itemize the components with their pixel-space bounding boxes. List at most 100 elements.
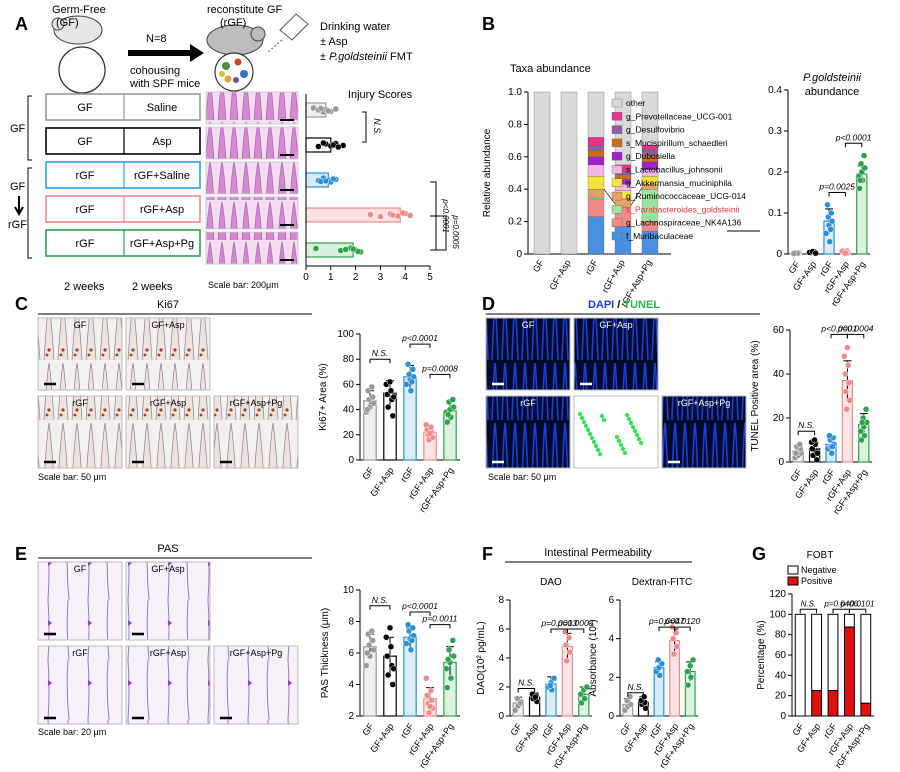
tunel-point: [842, 388, 850, 395]
pas-tick-label: 2: [348, 711, 354, 722]
ki67-point: [368, 383, 376, 391]
pgold-point: [857, 160, 865, 168]
pas-tick-label: 10: [343, 585, 355, 596]
pas-p2-annotation: p=0.0011: [421, 614, 457, 624]
treatment-row-box: [45, 93, 201, 121]
injury-point: [342, 246, 349, 253]
pgold-point: [860, 152, 868, 159]
pgold-point: [812, 249, 819, 257]
tunel-positive-cell: [614, 434, 620, 440]
fobt-bar-negative: [860, 613, 872, 704]
tunel-positive-cell: [593, 443, 599, 449]
tunel-positive-cell: [589, 435, 595, 441]
fobt-bar-positive: [827, 690, 839, 717]
pas-point: [370, 646, 377, 654]
panel-a: A Germ-Free (GF) N=8 cohousing with SPF …: [8, 4, 460, 293]
ki67-ylabel: Ki67+ Area (%): [318, 363, 329, 431]
pas-point: [444, 656, 452, 663]
ki67-ns-annotation: N.S.: [372, 348, 389, 358]
pgold-point: [827, 226, 834, 233]
micrograph-label: rGF+Asp: [150, 648, 186, 658]
tunel-positive-cell: [583, 423, 589, 429]
taxa-segment: [587, 137, 605, 146]
pas-point: [423, 692, 431, 699]
ki67-point: [450, 403, 457, 411]
fobt-tick-label: 60: [775, 650, 787, 661]
ki67-point: [390, 393, 397, 401]
pas-point: [423, 674, 430, 682]
scale-bar-label-a: Scale bar: 200μm: [208, 280, 279, 290]
dextran-point: [670, 650, 678, 658]
panel-label-e: E: [15, 544, 27, 564]
pas-point: [450, 652, 457, 660]
ki67-tick-label: 100: [337, 329, 354, 340]
rgf-bracket: [27, 167, 32, 259]
dao-point: [562, 641, 570, 649]
tunel-positive-cell: [620, 446, 626, 452]
pas-point: [387, 643, 395, 650]
dextran-point: [686, 662, 694, 669]
dao-point: [546, 682, 554, 689]
pas-p1-bracket: [409, 611, 431, 617]
treatment-row-right: rGF+Asp: [140, 204, 184, 216]
ki67-category-label: rGF: [399, 465, 416, 484]
tunel-point: [841, 370, 849, 378]
micrograph: [125, 645, 211, 725]
taxa-legend-label: g_Prevotellaceae_UCG-001: [626, 111, 733, 121]
micrograph-label: rGF+Asp+Pg: [678, 398, 731, 408]
tunel-point: [829, 443, 836, 450]
taxa-legend-label: g_Desulfovibrio: [626, 125, 685, 135]
fobt-tick-label: 40: [775, 670, 787, 681]
tunel-positive-cell: [577, 411, 583, 417]
dao-tick-label: 6: [498, 624, 504, 635]
tunel-point: [844, 361, 852, 369]
treatment-row-box: [45, 161, 201, 189]
panel-label-g: G: [752, 544, 766, 564]
micrograph-label: GF: [74, 564, 87, 574]
tunel-positive-cell: [630, 424, 636, 430]
pas-point: [369, 637, 377, 644]
dao-point: [583, 683, 591, 691]
taxa-segment: [587, 197, 605, 200]
tunel-point: [846, 397, 853, 404]
micrograph-label: rGF+Asp+Pg: [230, 648, 283, 658]
pgold-point: [856, 185, 863, 192]
fobt-tick-label: 120: [769, 589, 786, 600]
fobt-bar-negative: [843, 613, 855, 628]
tunel-ns-bracket: [797, 430, 816, 436]
tunel-point: [862, 405, 870, 413]
treatment-row-box: [45, 229, 201, 257]
injury-tick-label: 5: [427, 272, 433, 283]
injury-bracket-2: [430, 215, 447, 251]
dextran-point: [687, 674, 695, 681]
taxa-segment: [587, 176, 605, 190]
pas-point: [384, 671, 392, 679]
dao-tick-label: 2: [498, 682, 504, 693]
dao-point: [550, 675, 558, 682]
taxa-legend-swatch: [611, 178, 623, 188]
pas-point: [449, 637, 457, 644]
tunel-images: GF GF+Asp rGF rGF+Asp rGF+Asp+Pg: [485, 317, 747, 469]
dextran-point: [684, 668, 691, 675]
injury-tick-label: 0: [303, 272, 309, 283]
he-image: [205, 196, 299, 230]
ki67-p1-annotation: p<0.0001: [401, 333, 438, 343]
micrograph-label: rGF+Asp+Pg: [230, 398, 283, 408]
germ-free-mouse-icon: [51, 15, 106, 94]
dao-p2-bracket: [566, 628, 585, 633]
tunel-point: [858, 436, 865, 444]
ki67-point: [444, 411, 452, 418]
tunel-point: [844, 344, 851, 351]
he-image: [205, 161, 299, 195]
injury-point: [312, 245, 320, 252]
treatment-row-left: GF: [77, 136, 93, 148]
injury-point: [332, 105, 340, 113]
tunel-point: [813, 456, 821, 464]
he-histology-images: [205, 91, 299, 265]
injury-point: [367, 211, 374, 218]
micrograph-label: rGF+Asp: [598, 398, 634, 408]
tunel-point: [826, 432, 833, 439]
